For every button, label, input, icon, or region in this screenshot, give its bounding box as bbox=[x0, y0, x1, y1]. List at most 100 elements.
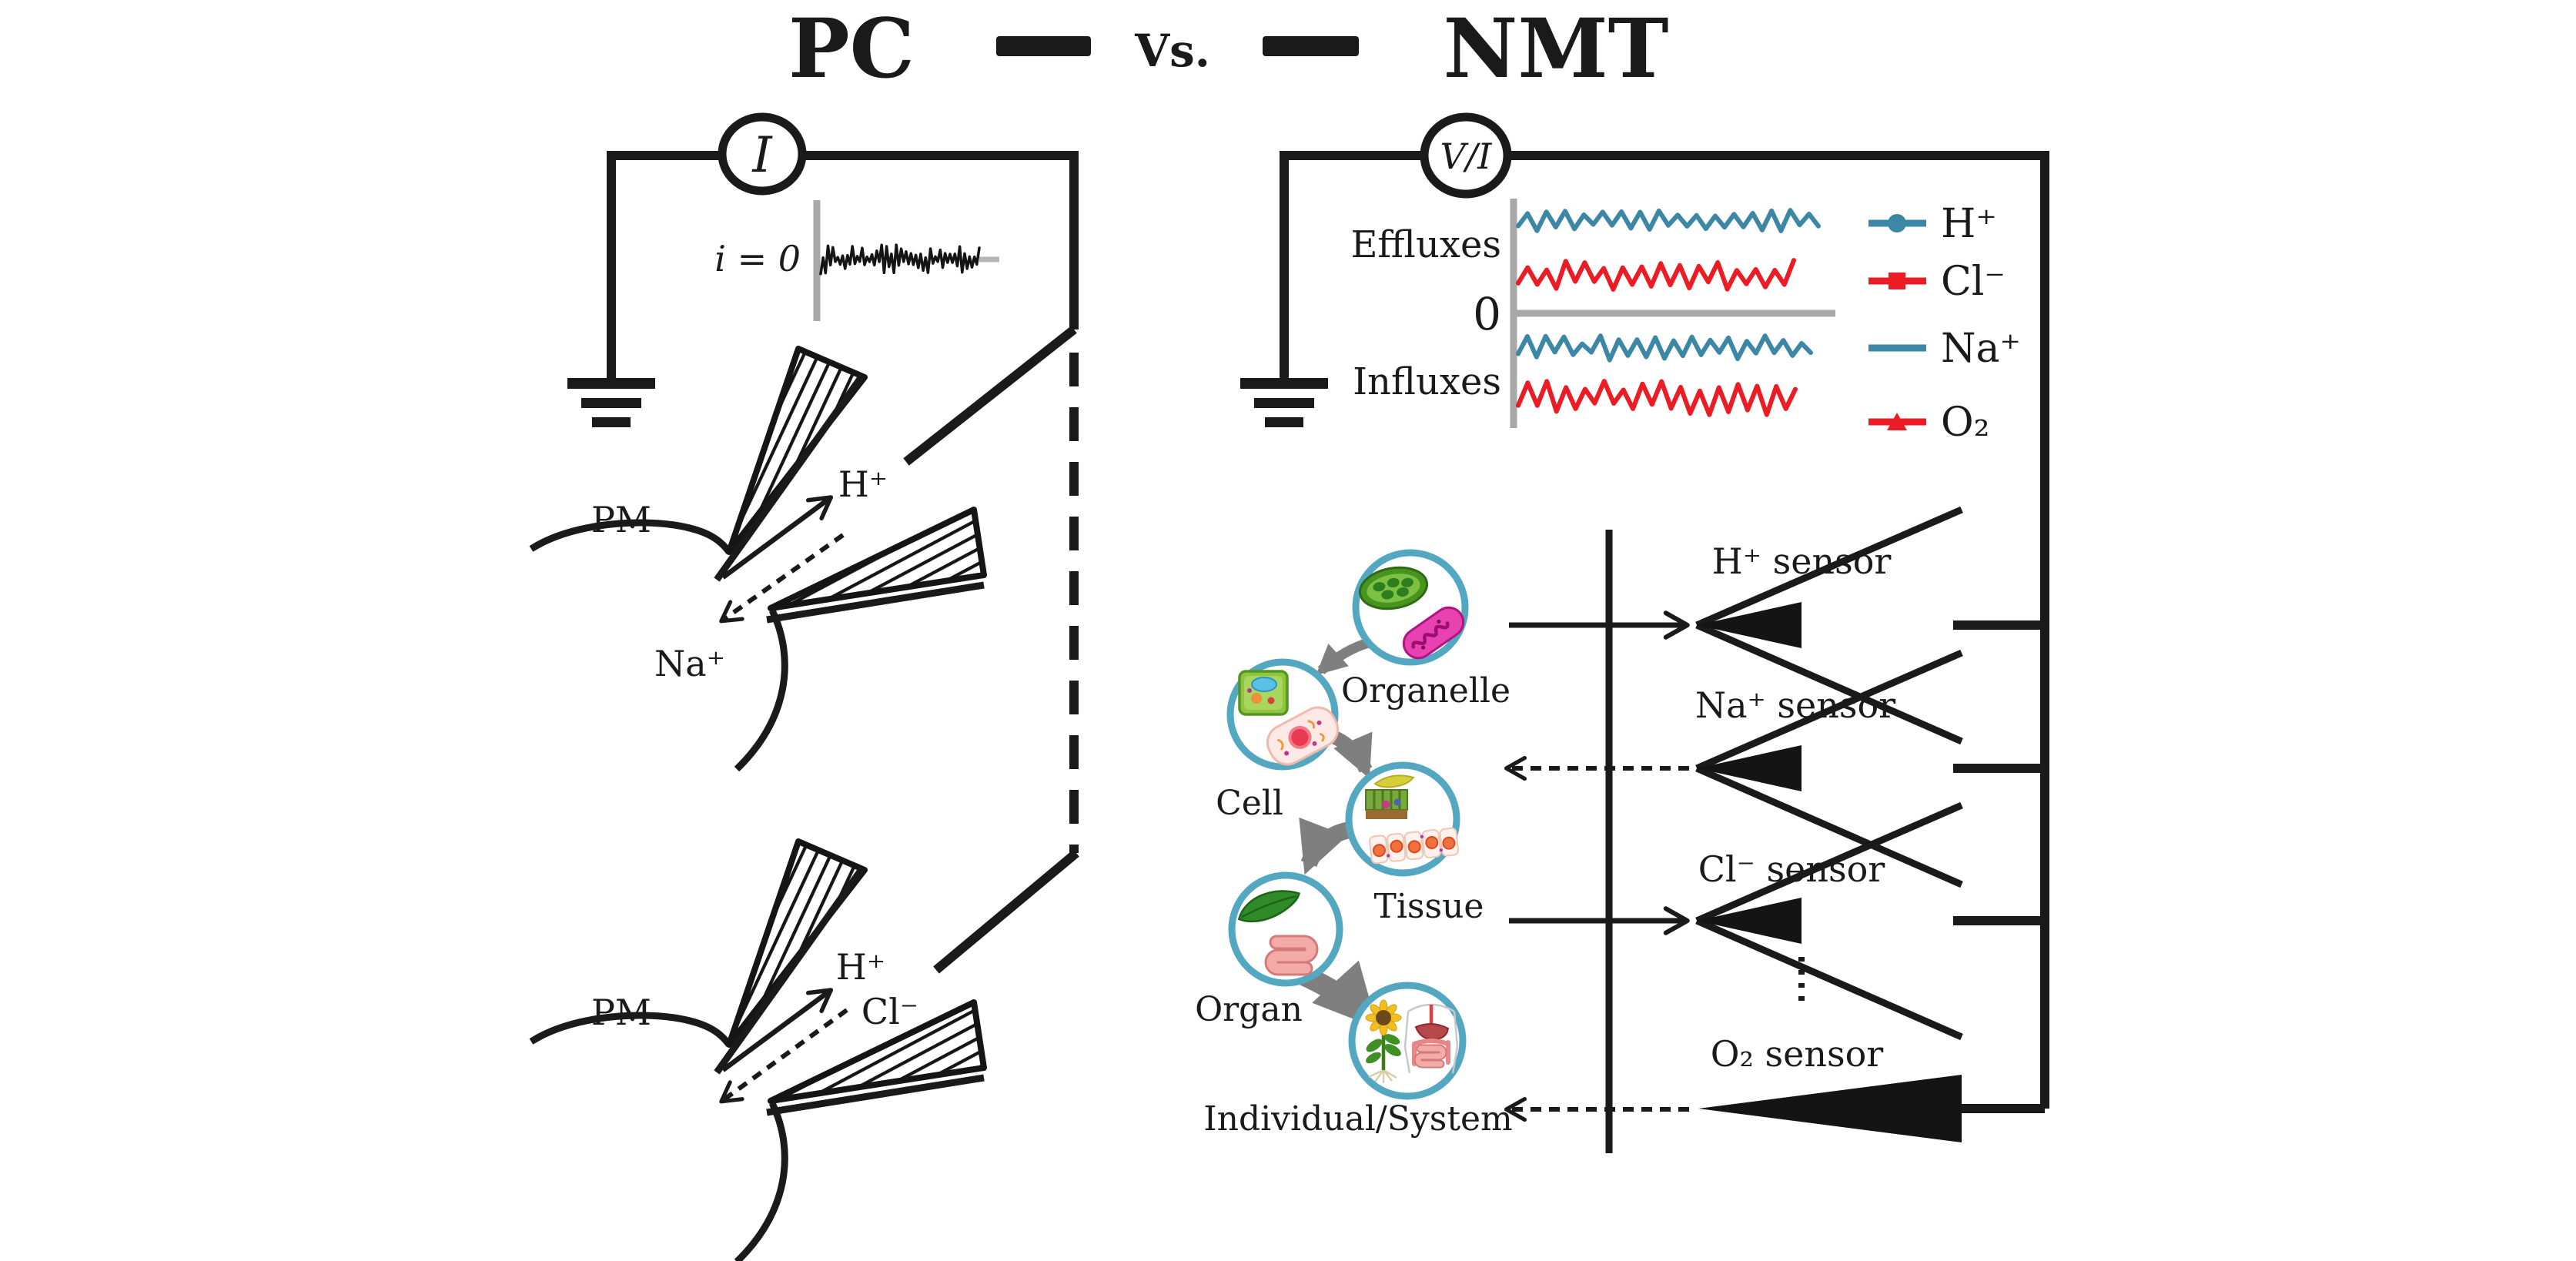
pipette-wall-1b bbox=[766, 581, 985, 624]
sunflower-icon bbox=[1365, 999, 1402, 1083]
individual-icon bbox=[1365, 999, 1459, 1083]
leaf-icon bbox=[1237, 890, 1300, 923]
legend-item-h: H⁺ bbox=[1868, 201, 1997, 247]
sensor-na: Na⁺ sensor bbox=[1504, 649, 2045, 888]
hierarchy: Organelle bbox=[1195, 549, 1513, 1139]
title-nmt: NMT bbox=[1443, 0, 1668, 96]
influx-ion-label-1: Na⁺ bbox=[654, 643, 725, 684]
flux-trace-cl bbox=[1516, 258, 1796, 292]
plant-cell-icon bbox=[1238, 670, 1289, 716]
legend-marker-circle-icon bbox=[1888, 214, 1906, 232]
legend-item-na: Na⁺ bbox=[1868, 326, 2021, 372]
pipette-wall-2a bbox=[714, 866, 865, 1075]
sensors: H⁺ sensor Na⁺ sensor bbox=[1504, 506, 2045, 1142]
flux-chart: Effluxes 0 Influxes bbox=[1350, 199, 1835, 428]
legend-label-na: Na⁺ bbox=[1941, 326, 2021, 372]
intestine-icon bbox=[1264, 935, 1319, 976]
influx-ion-label-2: Cl⁻ bbox=[861, 991, 918, 1032]
current-meter bbox=[718, 112, 807, 196]
flux-trace-o2 bbox=[1516, 379, 1798, 417]
scale-arrow-tissue-organ bbox=[1299, 817, 1356, 875]
organelle-icon bbox=[1358, 566, 1465, 660]
plant-tissue-icon bbox=[1365, 774, 1415, 819]
legend-item-cl: Cl⁻ bbox=[1868, 259, 2006, 305]
title-dash-right bbox=[1263, 36, 1359, 56]
efflux-arrow-1 bbox=[721, 495, 834, 580]
sunflower-head bbox=[1365, 999, 1402, 1036]
pc-circuit-wire bbox=[607, 151, 1079, 383]
organ-label: Organ bbox=[1195, 990, 1303, 1029]
chloroplast-icon bbox=[1358, 566, 1429, 610]
cell-membrane-arc-1 bbox=[734, 609, 788, 772]
individual-node: Individual/System bbox=[1203, 982, 1513, 1139]
flux-trace-na bbox=[1516, 333, 1813, 363]
pc-electrode-link-lower bbox=[933, 849, 1079, 974]
title-pc: PC bbox=[788, 0, 915, 96]
sensor-o2-label: O₂ sensor bbox=[1711, 1033, 1884, 1075]
efflux-ion-label-2: H⁺ bbox=[836, 946, 885, 988]
sensor-cl-probe-icon bbox=[1695, 801, 1963, 1041]
cell-label: Cell bbox=[1216, 784, 1283, 823]
pipette-wall-1a bbox=[714, 373, 865, 582]
organ-node: Organ bbox=[1195, 871, 1343, 1029]
animal-cell-icon bbox=[1266, 706, 1340, 766]
sensor-h: H⁺ sensor bbox=[1509, 506, 2045, 745]
plasma-membrane-arc-2 bbox=[529, 1012, 732, 1047]
pc-ground-symbol bbox=[567, 378, 655, 427]
patch-group-2: PM H⁺ Cl⁻ bbox=[529, 838, 987, 1261]
title-dash-left bbox=[996, 36, 1091, 56]
legend-item-o2: O₂ bbox=[1868, 400, 1989, 446]
tissue-label: Tissue bbox=[1374, 887, 1484, 926]
cell-icon bbox=[1238, 670, 1340, 766]
pipette-hatched-1b bbox=[768, 507, 987, 611]
efflux-arrow-2 bbox=[721, 988, 834, 1072]
tissue-node: Tissue bbox=[1345, 761, 1484, 926]
pipette-wall-2b bbox=[766, 1074, 985, 1116]
sensor-h-label: H⁺ sensor bbox=[1712, 540, 1892, 582]
pc-panel: I i = 0 PM H⁺ Na⁺ PM H⁺ bbox=[529, 112, 1079, 1261]
scale-arrow-organelle-cell bbox=[1316, 637, 1373, 676]
efflux-label: Effluxes bbox=[1350, 223, 1501, 266]
current-meter-label: I bbox=[751, 127, 773, 184]
sensor-o2-probe-icon bbox=[1698, 1075, 1962, 1142]
pc-electrode-link-upper bbox=[903, 326, 1077, 466]
sensor-h-probe-icon bbox=[1695, 506, 1963, 745]
nmt-ground-symbol bbox=[1240, 378, 1328, 427]
patch-group-1: PM H⁺ Na⁺ bbox=[529, 346, 987, 772]
flux-legend: H⁺ Cl⁻ Na⁺ O₂ bbox=[1868, 201, 2021, 446]
zero-current-trace bbox=[819, 243, 981, 276]
legend-label-h: H⁺ bbox=[1941, 201, 1997, 247]
sensor-na-probe-icon bbox=[1695, 649, 1963, 888]
nmt-panel: V/I Effluxes 0 Influxes H⁺ Cl⁻ bbox=[1195, 112, 2049, 1153]
efflux-ion-label-1: H⁺ bbox=[838, 463, 888, 505]
organ-icon bbox=[1237, 890, 1319, 976]
sensor-cl: Cl⁻ sensor bbox=[1509, 801, 2045, 1041]
tissue-icon bbox=[1365, 774, 1459, 865]
legend-marker-triangle-icon bbox=[1887, 413, 1907, 430]
legend-marker-square-icon bbox=[1889, 273, 1905, 289]
cell-membrane-arc-2 bbox=[734, 1102, 788, 1261]
flux-trace-h bbox=[1516, 208, 1821, 233]
animal-tissue-icon bbox=[1369, 827, 1459, 865]
sensor-na-label: Na⁺ sensor bbox=[1695, 684, 1895, 726]
organelle-label: Organelle bbox=[1341, 671, 1510, 711]
membrane-label-2: PM bbox=[591, 992, 651, 1033]
membrane-label-1: PM bbox=[591, 499, 651, 540]
pipette-hatched-2b bbox=[768, 999, 987, 1104]
nmt-circuit-wire bbox=[1280, 151, 2049, 1109]
sensor-o2: O₂ sensor bbox=[1504, 1033, 2045, 1142]
influx-arrow-2 bbox=[719, 1008, 848, 1104]
legend-label-o2: O₂ bbox=[1941, 400, 1989, 446]
influx-label: Influxes bbox=[1353, 360, 1501, 403]
voltage-current-meter bbox=[1420, 112, 1512, 199]
title-vs: Vs. bbox=[1134, 25, 1210, 77]
cell-node: Cell bbox=[1216, 658, 1340, 823]
title-bar: PC Vs. NMT bbox=[788, 0, 1669, 96]
legend-label-cl: Cl⁻ bbox=[1941, 259, 2006, 305]
plasma-membrane-arc-1 bbox=[529, 519, 732, 554]
zero-label: 0 bbox=[1473, 288, 1501, 340]
human-digestive-icon bbox=[1403, 1003, 1459, 1074]
individual-label: Individual/System bbox=[1203, 1099, 1513, 1139]
influx-arrow-1 bbox=[719, 533, 845, 624]
